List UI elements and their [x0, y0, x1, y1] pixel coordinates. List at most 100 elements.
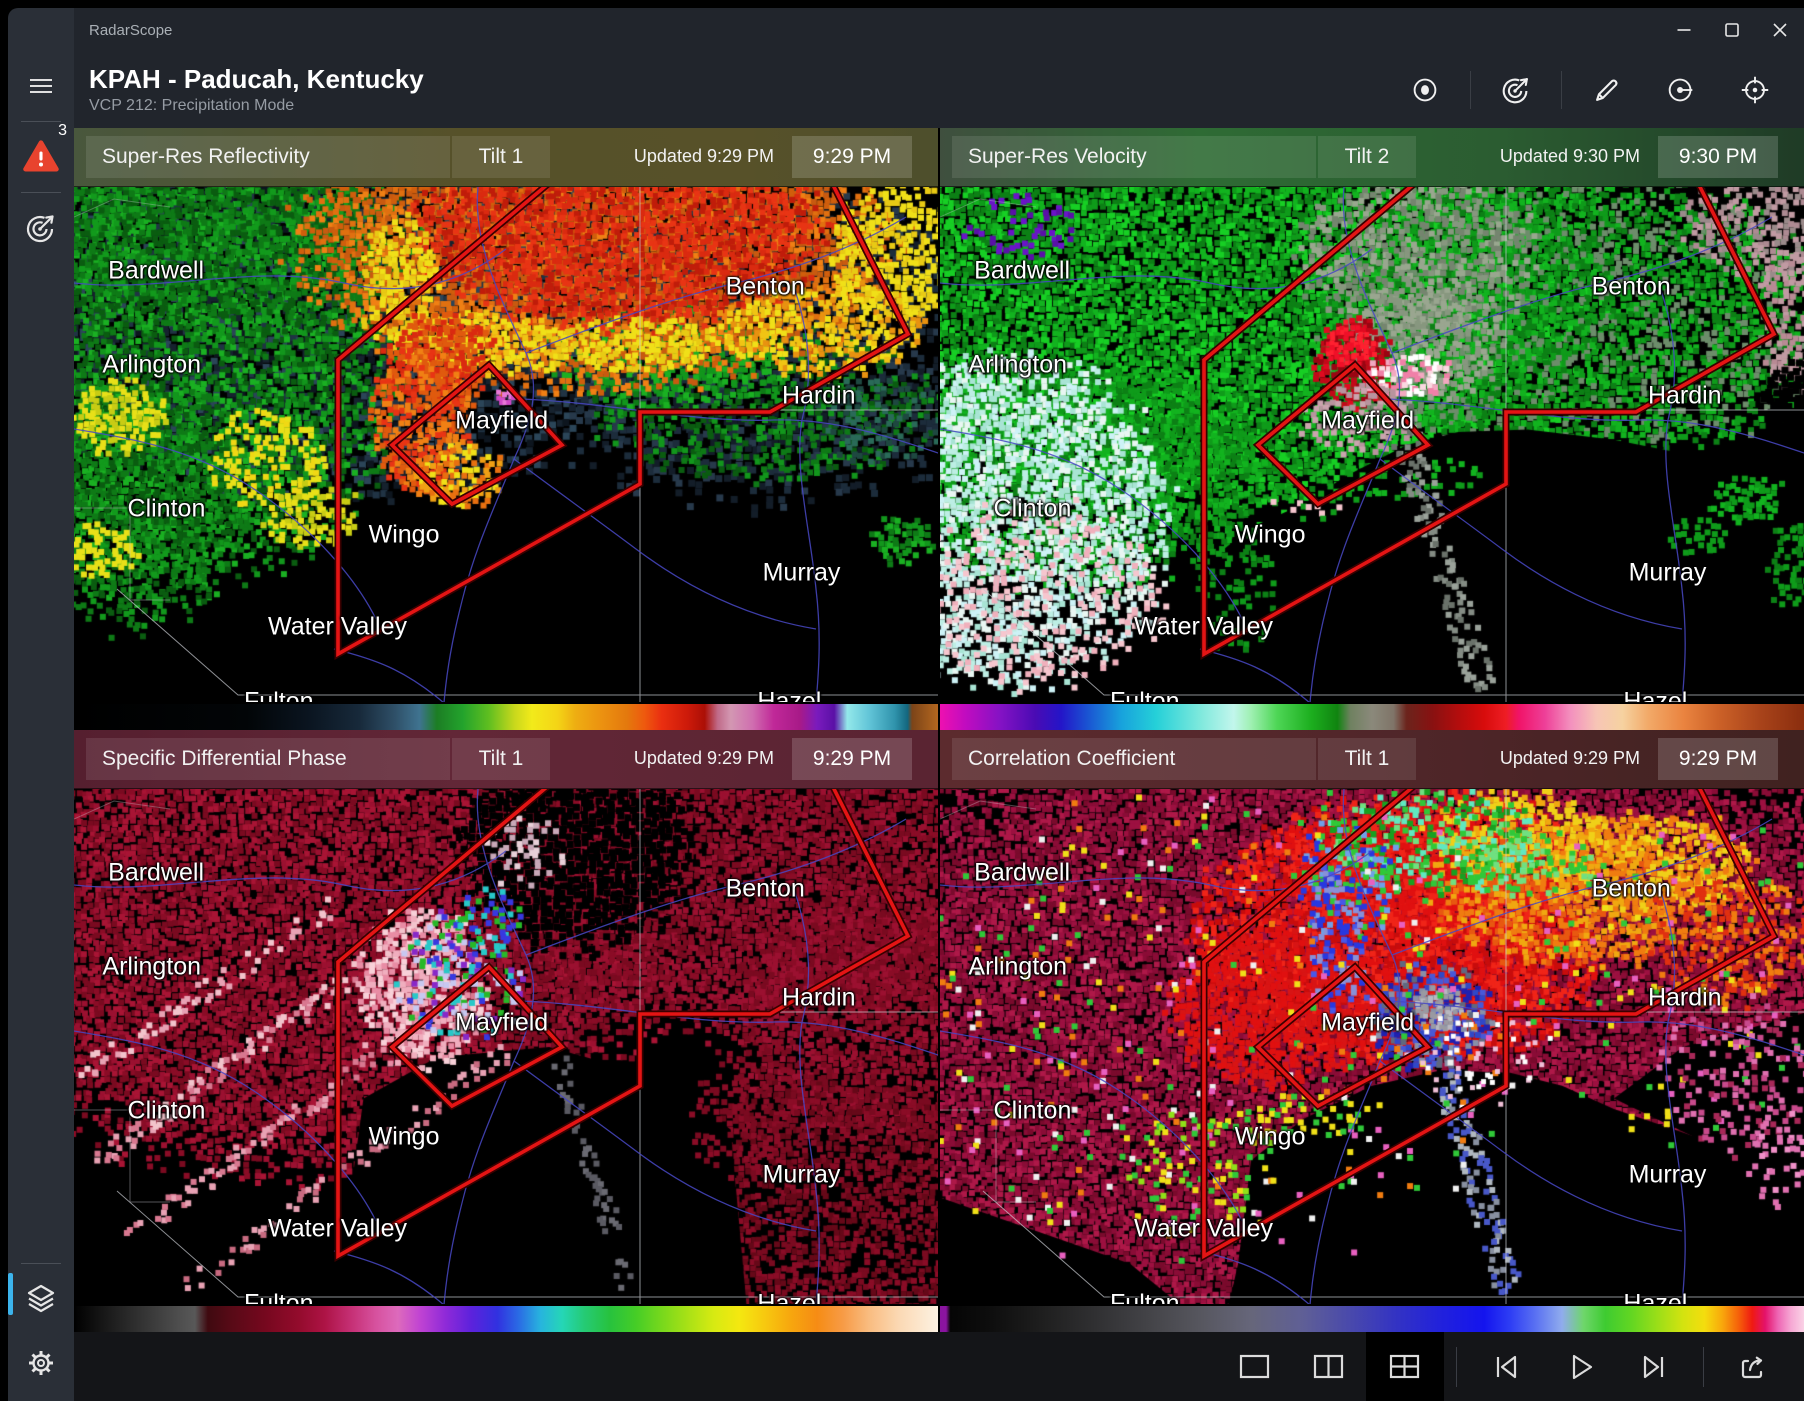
county-lines	[940, 186, 1804, 703]
tilt-selector[interactable]: Tilt 2	[1318, 135, 1416, 178]
warning-polygons	[1200, 788, 1779, 1262]
dual-pane-button[interactable]	[1292, 1332, 1366, 1401]
minimize-button[interactable]	[1660, 9, 1708, 51]
radar-canvas	[940, 788, 1804, 1305]
warning-polygons	[1200, 186, 1779, 660]
close-icon	[1773, 23, 1787, 37]
roads	[940, 186, 1804, 703]
single-pane-button[interactable]	[1218, 1332, 1292, 1401]
header-divider	[1470, 71, 1471, 109]
window-controls	[1660, 9, 1804, 51]
station-mode: VCP 212: Precipitation Mode	[89, 96, 295, 114]
draw-pencil-icon	[1596, 79, 1618, 101]
county-lines	[74, 788, 938, 1305]
warnings-button[interactable]: 3	[13, 122, 69, 183]
settings-button[interactable]	[13, 1337, 69, 1389]
menu-button[interactable]	[13, 60, 69, 112]
play-button[interactable]	[1543, 1332, 1617, 1401]
updated-label: Updated 9:30 PM	[1499, 146, 1640, 167]
maximize-button[interactable]	[1708, 9, 1756, 51]
share-icon	[1741, 1356, 1763, 1378]
menu-icon	[30, 79, 52, 93]
sidebar-divider	[21, 192, 61, 193]
app-header: KPAH - Paducah, Kentucky VCP 212: Precip…	[74, 52, 1804, 128]
app-title: RadarScope	[89, 21, 173, 39]
product-selector[interactable]: Specific Differential Phase	[86, 737, 450, 780]
tilt-selector[interactable]: Tilt 1	[1318, 737, 1416, 780]
layers-icon	[27, 1284, 55, 1313]
radar-canvas	[940, 186, 1804, 703]
layers-button[interactable]	[13, 1273, 69, 1325]
map-overlay	[940, 186, 1804, 703]
radar-canvas	[74, 186, 938, 703]
product-selector[interactable]: Super-Res Velocity	[952, 135, 1316, 178]
close-button[interactable]	[1756, 9, 1804, 51]
roads	[74, 788, 938, 1305]
roads	[940, 788, 1804, 1305]
warning-polygons	[334, 788, 913, 1262]
tilt-selector[interactable]: Tilt 1	[452, 737, 550, 780]
active-tool-accent	[8, 1273, 13, 1315]
frame-time[interactable]: 9:30 PM	[1658, 135, 1778, 178]
panel-header-cc: Correlation Coefficient Tilt 1 Updated 9…	[940, 730, 1804, 789]
play-icon	[1572, 1354, 1593, 1379]
header-toolbar	[1388, 61, 1804, 119]
previous-frame-button[interactable]	[1469, 1332, 1543, 1401]
county-lines	[74, 186, 938, 703]
sidebar: 3	[8, 8, 74, 1401]
share-button[interactable]	[1716, 1332, 1790, 1401]
maximize-icon	[1725, 23, 1739, 37]
radar-map-cc[interactable]: Bardwell Arlington Clinton Mayfield Wingo Wat…	[940, 788, 1804, 1305]
header-divider	[1561, 71, 1562, 109]
sidebar-bottom-group	[13, 1254, 69, 1401]
map-overlay	[940, 788, 1804, 1305]
panel-super-res-reflectivity: Super-Res Reflectivity Tilt 1 Updated 9:…	[74, 128, 938, 730]
tilt-selector[interactable]: Tilt 1	[452, 135, 550, 178]
updated-label: Updated 9:29 PM	[633, 748, 774, 769]
main-window: RadarScope KPAH - Paducah, Kentucky VCP …	[74, 8, 1804, 1401]
warning-count-badge: 3	[58, 122, 67, 139]
radar-map-reflectivity[interactable]: Bardwell Arlington Clinton Mayfield Wingo Wat…	[74, 186, 938, 703]
toolbar-divider	[1703, 1346, 1704, 1387]
product-selector[interactable]: Super-Res Reflectivity	[86, 135, 450, 178]
panel-correlation-coefficient: Correlation Coefficient Tilt 1 Updated 9…	[940, 730, 1804, 1332]
county-lines	[940, 788, 1804, 1305]
quad-pane-button[interactable]	[1366, 1332, 1444, 1401]
titlebar: RadarScope	[74, 8, 1804, 52]
radar-sweep-icon	[1502, 78, 1528, 104]
minimize-icon	[1677, 29, 1691, 31]
toolbar-divider	[1456, 1346, 1457, 1387]
roads	[74, 186, 938, 703]
next-frame-icon	[1643, 1355, 1664, 1378]
frame-time[interactable]: 9:29 PM	[792, 135, 912, 178]
location-button[interactable]	[1718, 61, 1792, 119]
previous-frame-icon	[1496, 1355, 1517, 1378]
record-button[interactable]	[1388, 61, 1462, 119]
frame-time[interactable]: 9:29 PM	[792, 737, 912, 780]
panel-header-kdp: Specific Differential Phase Tilt 1 Updat…	[74, 730, 938, 789]
draw-button[interactable]	[1570, 61, 1644, 119]
radar-map-kdp[interactable]: Bardwell Arlington Clinton Mayfield Wingo Wat…	[74, 788, 938, 1305]
map-overlay	[74, 788, 938, 1305]
radar-sweep-icon	[26, 215, 54, 243]
range-ring-icon	[1668, 78, 1693, 102]
colorbar-reflectivity	[74, 702, 938, 730]
panel-specific-differential-phase: Specific Differential Phase Tilt 1 Updat…	[74, 730, 938, 1332]
sidebar-divider	[21, 121, 61, 122]
radar-select-button[interactable]	[13, 202, 69, 254]
station-title: KPAH - Paducah, Kentucky	[89, 64, 424, 95]
panel-header-reflectivity: Super-Res Reflectivity Tilt 1 Updated 9:…	[74, 128, 938, 187]
colorbar-velocity	[940, 702, 1804, 730]
panel-grid: Super-Res Reflectivity Tilt 1 Updated 9:…	[74, 128, 1804, 1332]
range-ring-button[interactable]	[1644, 61, 1718, 119]
colorbar-kdp	[74, 1304, 938, 1332]
product-selector[interactable]: Correlation Coefficient	[952, 737, 1316, 780]
frame-time[interactable]: 9:29 PM	[1658, 737, 1778, 780]
radar-canvas	[74, 788, 938, 1305]
warning-polygons	[334, 186, 913, 660]
record-icon	[1413, 78, 1437, 102]
bottom-toolbar	[74, 1332, 1804, 1401]
radar-sweep-button[interactable]	[1479, 61, 1553, 119]
radar-map-velocity[interactable]: Bardwell Arlington Clinton Mayfield Wingo Wat…	[940, 186, 1804, 703]
next-frame-button[interactable]	[1617, 1332, 1691, 1401]
